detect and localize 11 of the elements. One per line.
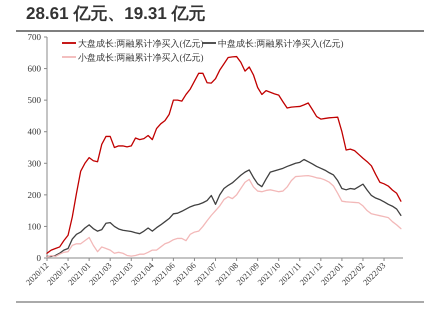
y-tick-label: 400 — [28, 126, 42, 137]
y-tick-label: 600 — [28, 64, 42, 74]
y-tick-label: 0 — [36, 253, 42, 263]
y-tick-label: 100 — [28, 221, 42, 232]
y-tick-label: 700 — [28, 32, 42, 42]
y-tick-label: 500 — [28, 95, 42, 106]
chart-title: 28.61 亿元、19.31 亿元 — [26, 4, 206, 23]
y-tick-label: 300 — [28, 158, 42, 168]
y-tick-label: 200 — [28, 190, 42, 200]
legend-label: 小盘成长:两融累计净买入(亿元) — [78, 52, 204, 62]
legend-label: 中盘成长:两融累计净买入(亿元) — [218, 38, 344, 48]
